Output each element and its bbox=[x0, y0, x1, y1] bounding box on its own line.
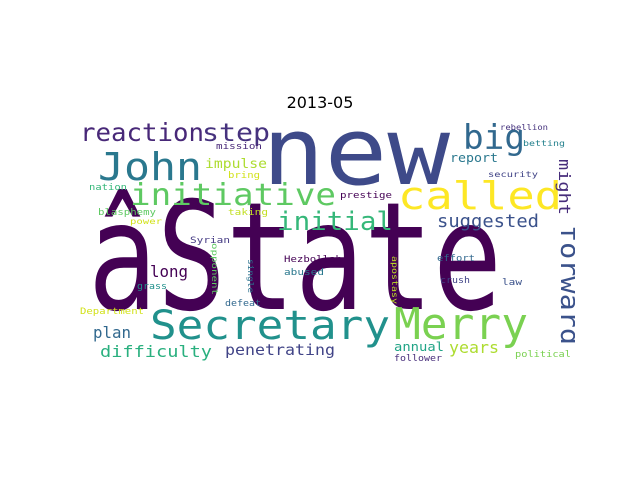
word-report: report bbox=[450, 151, 498, 165]
word-hezbollah: Hezbollah bbox=[284, 255, 342, 265]
word-initiative: initiative bbox=[130, 178, 336, 213]
word-reaction: reaction bbox=[80, 118, 204, 147]
word-syrian: Syrian bbox=[190, 236, 230, 246]
word-cloud-canvas: âState new Secretary Merry John called i… bbox=[80, 117, 575, 365]
word-bring: bring bbox=[228, 171, 260, 181]
word-step: step bbox=[202, 118, 270, 147]
word-effort: effort bbox=[437, 254, 475, 264]
word-state: âState bbox=[88, 171, 502, 345]
word-prestige: prestige bbox=[340, 191, 392, 201]
word-difficulty: difficulty bbox=[100, 342, 212, 361]
word-penetrating: penetrating bbox=[225, 341, 335, 359]
word-called: called bbox=[398, 174, 562, 218]
word-big: big bbox=[463, 118, 525, 158]
word-john: John bbox=[98, 145, 202, 189]
chart-title: 2013-05 bbox=[286, 93, 354, 112]
word-betting: betting bbox=[523, 139, 565, 148]
word-suggested: suggested bbox=[437, 211, 539, 232]
word-security: security bbox=[488, 170, 538, 179]
word-plan: plan bbox=[93, 323, 131, 342]
word-single: single bbox=[246, 259, 255, 293]
word-abused: abused bbox=[284, 268, 324, 278]
word-rebellion: rebellion bbox=[500, 123, 548, 132]
word-cloud: âState new Secretary Merry John called i… bbox=[80, 117, 575, 365]
word-crush: crush bbox=[440, 276, 470, 286]
word-new: new bbox=[262, 117, 450, 207]
word-years: years bbox=[449, 338, 499, 357]
word-long: long bbox=[150, 262, 188, 281]
word-forward: forward bbox=[554, 225, 575, 345]
word-merry: Merry bbox=[394, 299, 528, 350]
word-law: law bbox=[502, 278, 523, 288]
word-initial: initial bbox=[277, 207, 393, 237]
word-power: power bbox=[130, 217, 162, 226]
word-impulse: impulse bbox=[205, 157, 267, 172]
word-blasphemy: blasphemy bbox=[98, 208, 157, 218]
word-follower: follower bbox=[394, 354, 443, 364]
word-grass: grass bbox=[137, 282, 167, 292]
word-might: might bbox=[555, 159, 574, 215]
word-department: Department bbox=[80, 307, 144, 317]
word-secretary: Secretary bbox=[150, 303, 390, 349]
word-nation: nation bbox=[89, 183, 127, 193]
word-mission: mission bbox=[216, 142, 262, 152]
word-political: political bbox=[515, 350, 571, 360]
word-annual: annual bbox=[394, 340, 444, 354]
word-taking: taking bbox=[228, 208, 268, 218]
word-apostasy: apostasy bbox=[390, 256, 399, 304]
word-opponent: opponent bbox=[210, 243, 219, 295]
word-defeat: defeat bbox=[225, 299, 261, 309]
